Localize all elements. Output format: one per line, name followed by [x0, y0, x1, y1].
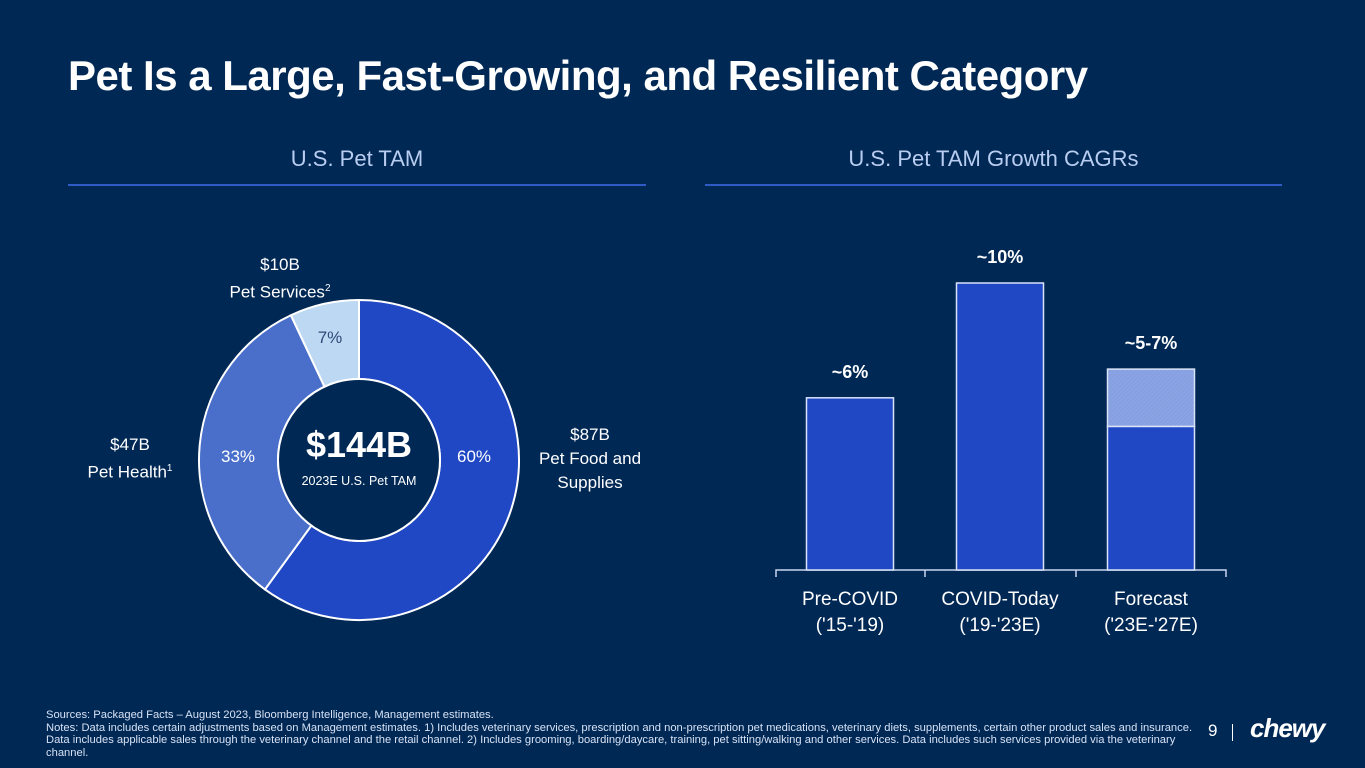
footnotes: Sources: Packaged Facts – August 2023, B…: [46, 709, 1196, 759]
page-number: 9: [1208, 721, 1218, 740]
bar-label-0: ~6%: [831, 361, 869, 382]
pct-pet-food: 60%: [456, 447, 492, 466]
x-axis: [775, 569, 1227, 577]
left-section-heading: U.S. Pet TAM: [290, 146, 424, 171]
slide-title: Pet Is a Large, Fast-Growing, and Resili…: [68, 52, 1088, 99]
pet-services-footnote: 2: [324, 283, 331, 294]
pet-food-name-1: Pet Food and: [538, 449, 642, 468]
pet-services-name: Pet Services: [229, 282, 325, 302]
left-section-rule: [68, 184, 646, 186]
x-tick-label-2-line2: ('23E-'27E): [1104, 615, 1198, 636]
x-tick-label-0: Pre-COVID ('15-'19): [775, 587, 925, 639]
bar-label-2: ~5-7%: [1124, 333, 1178, 354]
pet-food-value: $87B: [570, 425, 610, 444]
footer-separator: [1232, 724, 1233, 741]
bar-1: [955, 282, 1045, 571]
bar-range-2: [1106, 368, 1196, 428]
x-tick-label-1: COVID-Today ('19-'23E): [925, 587, 1075, 639]
chewy-logo: chewy: [1250, 713, 1325, 743]
x-tick-label-2: Forecast ('23E-'27E): [1076, 587, 1226, 639]
right-section-rule: [705, 184, 1282, 186]
bar-label-1: ~10%: [976, 247, 1024, 267]
x-tick-label-1-line2: ('19-'23E): [959, 615, 1041, 636]
label-pet-health: $47B Pet Health1: [70, 433, 190, 485]
label-pet-food: $87B Pet Food and Supplies: [520, 423, 660, 495]
pet-food-name-2: Supplies: [557, 473, 623, 492]
bar-0: [805, 397, 895, 571]
donut-center-label: 2023E U.S. Pet TAM: [301, 474, 417, 488]
donut-center-value: $144B: [305, 424, 413, 465]
x-tick-label-0-line1: Pre-COVID: [801, 589, 899, 610]
x-tick-label-0-line2: ('15-'19): [815, 615, 885, 636]
pet-health-name: Pet Health: [87, 462, 167, 482]
notes-text: Notes: Data includes certain adjustments…: [46, 721, 1193, 759]
sources-text: Sources: Packaged Facts – August 2023, B…: [46, 709, 494, 721]
label-pet-services: $10B Pet Services2: [200, 253, 360, 305]
pct-pet-health: 33%: [220, 447, 256, 466]
x-tick-label-2-line1: Forecast: [1114, 589, 1188, 610]
pct-pet-services: 7%: [317, 328, 343, 347]
bar-2: [1106, 425, 1196, 571]
donut-hole: [277, 378, 441, 542]
right-section-heading: U.S. Pet TAM Growth CAGRs: [848, 146, 1139, 171]
pet-health-value: $47B: [110, 435, 150, 454]
pet-health-footnote: 1: [166, 463, 173, 474]
pet-services-value: $10B: [260, 255, 300, 274]
x-tick-label-1-line1: COVID-Today: [941, 589, 1059, 610]
